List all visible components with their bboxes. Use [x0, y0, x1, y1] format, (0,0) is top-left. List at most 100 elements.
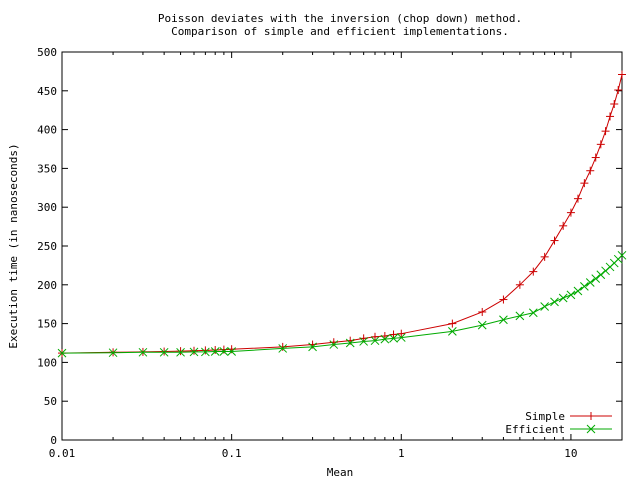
- data-point-simple: [618, 70, 626, 79]
- marker-stroke: [566, 290, 576, 300]
- marker-stroke: [586, 424, 596, 434]
- x-tick-label: 0.01: [49, 447, 76, 460]
- marker-stroke: [389, 333, 398, 343]
- data-point-efficient: [558, 293, 568, 303]
- data-point-efficient: [380, 334, 390, 344]
- data-point-efficient: [176, 347, 185, 357]
- marker-stroke: [210, 347, 220, 356]
- data-point-simple: [586, 166, 595, 175]
- y-tick-label: 500: [37, 46, 57, 59]
- marker-stroke: [219, 347, 229, 356]
- data-point-efficient: [359, 337, 369, 346]
- y-tick-label: 150: [37, 318, 57, 331]
- data-point-efficient: [219, 347, 229, 356]
- data-point-efficient: [550, 297, 559, 307]
- data-point-efficient: [580, 281, 589, 291]
- data-point-simple: [550, 236, 559, 245]
- data-point-simple: [559, 221, 568, 230]
- data-point-simple: [614, 86, 623, 95]
- data-point-efficient: [448, 327, 457, 336]
- data-point-simple: [211, 345, 220, 354]
- data-point-efficient: [138, 347, 148, 357]
- y-tick-label: 50: [44, 395, 57, 408]
- marker-stroke: [329, 340, 339, 349]
- data-point-simple: [219, 345, 228, 354]
- data-point-simple: [591, 153, 600, 162]
- data-point-efficient: [159, 347, 169, 357]
- data-point-simple: [176, 347, 185, 356]
- marker-stroke: [380, 334, 390, 344]
- x-axis-label: Mean: [327, 466, 354, 479]
- data-point-efficient: [591, 274, 601, 283]
- data-point-simple: [389, 330, 398, 339]
- marker-stroke: [573, 286, 583, 296]
- data-point-simple: [566, 208, 575, 217]
- marker-stroke: [308, 342, 317, 352]
- data-point-efficient: [389, 333, 398, 343]
- x-tick-label: 0.1: [222, 447, 242, 460]
- data-point-simple: [601, 127, 610, 136]
- marker-stroke: [57, 348, 67, 358]
- marker-stroke: [550, 297, 559, 307]
- marker-stroke: [227, 347, 236, 356]
- data-point-efficient: [227, 347, 236, 356]
- marker-stroke: [591, 274, 601, 283]
- marker-stroke: [528, 308, 538, 318]
- marker-stroke: [278, 344, 288, 353]
- data-point-simple: [573, 194, 582, 203]
- marker-stroke: [448, 327, 457, 336]
- marker-stroke: [138, 347, 148, 357]
- data-point-efficient: [308, 342, 317, 352]
- data-point-simple: [278, 342, 287, 351]
- data-point-simple: [540, 252, 549, 261]
- y-tick-label: 450: [37, 85, 57, 98]
- data-point-simple: [201, 346, 210, 355]
- legend: Simple Efficient: [505, 410, 612, 436]
- data-point-efficient: [57, 348, 67, 358]
- marker-stroke: [617, 250, 627, 260]
- data-point-simple: [515, 280, 524, 289]
- marker-stroke: [540, 302, 550, 311]
- marker-stroke: [159, 347, 169, 357]
- marker-stroke: [176, 347, 185, 357]
- y-tick-label: 400: [37, 124, 57, 137]
- data-point-simple: [606, 112, 615, 121]
- marker-stroke: [585, 278, 595, 287]
- data-point-efficient: [345, 338, 355, 348]
- marker-stroke: [596, 270, 606, 280]
- data-point-simple: [371, 332, 380, 341]
- marker-stroke: [108, 348, 118, 358]
- data-point-efficient: [540, 302, 550, 311]
- data-point-efficient: [528, 308, 538, 318]
- x-tick-label: 1: [398, 447, 405, 460]
- x-tick-label: 10: [564, 447, 577, 460]
- plot-area: 0 50 100 150 200 250 300 350 400 450 500 0.01 0.1 1 10: [37, 46, 627, 460]
- data-point-simple: [499, 295, 508, 304]
- marker-stroke: [558, 293, 568, 303]
- data-point-efficient: [329, 340, 339, 349]
- chart-title-line-1: Poisson deviates with the inversion (cho…: [158, 12, 522, 25]
- data-point-efficient: [108, 348, 118, 358]
- data-point-efficient: [596, 270, 606, 280]
- data-point-simple: [397, 329, 406, 338]
- data-point-efficient: [477, 320, 487, 330]
- data-point-simple: [160, 347, 169, 356]
- data-point-efficient: [617, 250, 627, 260]
- y-axis-label: Execution time (in nanoseconds): [7, 143, 20, 348]
- data-point-efficient: [499, 315, 508, 325]
- marker-stroke: [201, 347, 210, 357]
- data-point-simple: [478, 307, 487, 316]
- data-point-efficient: [201, 347, 210, 357]
- data-point-efficient: [573, 286, 583, 296]
- y-tick-label: 300: [37, 201, 57, 214]
- y-tick-label: 250: [37, 240, 57, 253]
- marker-stroke: [396, 333, 406, 342]
- data-point-efficient: [189, 347, 199, 357]
- data-point-simple: [190, 346, 199, 355]
- chart-title-line-2: Comparison of simple and efficient imple…: [171, 25, 509, 38]
- marker-stroke: [499, 315, 508, 325]
- marker-stroke: [477, 320, 487, 330]
- data-point-simple: [448, 319, 457, 328]
